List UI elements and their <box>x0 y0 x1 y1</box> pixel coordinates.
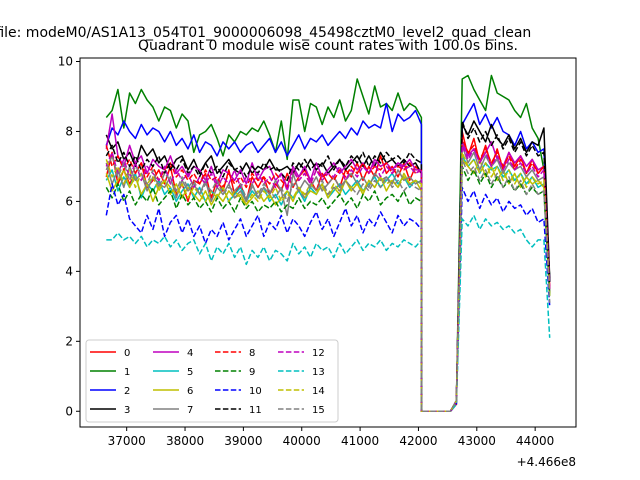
legend-label-11: 11 <box>249 405 262 416</box>
y-tick-label: 4 <box>65 264 73 278</box>
plot-frame <box>79 57 577 428</box>
series-line-8 <box>105 137 551 413</box>
legend-label-1: 1 <box>124 367 130 378</box>
legend-label-2: 2 <box>124 386 130 397</box>
legend-label-5: 5 <box>187 367 193 378</box>
legend-label-3: 3 <box>124 405 130 416</box>
series-lines <box>105 74 551 413</box>
x-tick-label: 43000 <box>458 434 496 448</box>
series-line-15 <box>105 155 551 413</box>
x-tick-label: 40000 <box>283 434 321 448</box>
axes-title: Quadrant 0 module wise count rates with … <box>138 38 518 54</box>
x-offset-text: +4.466e8 <box>517 455 576 469</box>
legend-label-10: 10 <box>249 386 262 397</box>
legend-label-8: 8 <box>249 348 255 359</box>
series-line-12 <box>105 144 551 413</box>
figure-suptitle: n file: modeM0/AS1A13_054T01_9000006098_… <box>0 25 531 41</box>
series-line-2 <box>105 102 551 413</box>
legend-label-12: 12 <box>312 348 325 359</box>
series-line-9 <box>105 165 551 413</box>
legend-label-6: 6 <box>187 386 193 397</box>
series-line-7 <box>105 144 551 413</box>
y-tick-label: 6 <box>65 194 73 208</box>
x-axis: 37000 38000 39000 40000 41000 42000 43000 44000 <box>108 427 554 448</box>
series-line-11 <box>105 120 551 413</box>
series-line-3 <box>105 120 551 413</box>
legend-label-14: 14 <box>312 386 325 397</box>
y-tick-label: 8 <box>65 124 73 138</box>
x-tick-label: 41000 <box>341 434 379 448</box>
y-tick-label: 10 <box>58 54 73 68</box>
legend-frame <box>85 339 339 423</box>
legend-label-0: 0 <box>124 348 130 359</box>
x-tick-label: 39000 <box>224 434 262 448</box>
legend-label-7: 7 <box>187 405 193 416</box>
x-tick-label: 37000 <box>108 434 146 448</box>
legend-label-13: 13 <box>312 367 325 378</box>
legend-label-15: 15 <box>312 405 325 416</box>
y-axis: 0 2 4 6 8 10 <box>58 54 80 418</box>
legend-label-9: 9 <box>249 367 255 378</box>
series-line-13 <box>106 214 551 413</box>
series-line-1 <box>105 74 551 413</box>
y-tick-label: 2 <box>65 334 73 348</box>
y-tick-label: 0 <box>65 404 73 418</box>
x-tick-label: 44000 <box>516 434 554 448</box>
series-line-14 <box>105 151 551 413</box>
legend-label-4: 4 <box>187 348 193 359</box>
x-tick-label: 38000 <box>166 434 204 448</box>
x-tick-label: 42000 <box>399 434 437 448</box>
series-line-10 <box>105 183 551 413</box>
